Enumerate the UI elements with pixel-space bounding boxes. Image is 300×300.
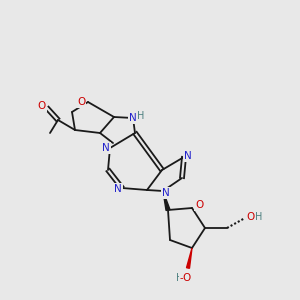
- Polygon shape: [163, 191, 170, 211]
- Text: N: N: [184, 151, 192, 161]
- Text: N: N: [114, 184, 122, 194]
- Text: -O: -O: [180, 273, 192, 283]
- Text: N: N: [162, 188, 170, 198]
- Polygon shape: [187, 248, 192, 268]
- Text: O: O: [38, 101, 46, 111]
- Text: N: N: [129, 113, 137, 123]
- Text: N: N: [102, 143, 110, 153]
- Text: O: O: [246, 212, 254, 222]
- Text: H: H: [255, 212, 262, 222]
- Text: H: H: [176, 273, 184, 283]
- Text: H: H: [137, 111, 145, 121]
- Text: O: O: [77, 97, 85, 107]
- Text: O: O: [195, 200, 203, 210]
